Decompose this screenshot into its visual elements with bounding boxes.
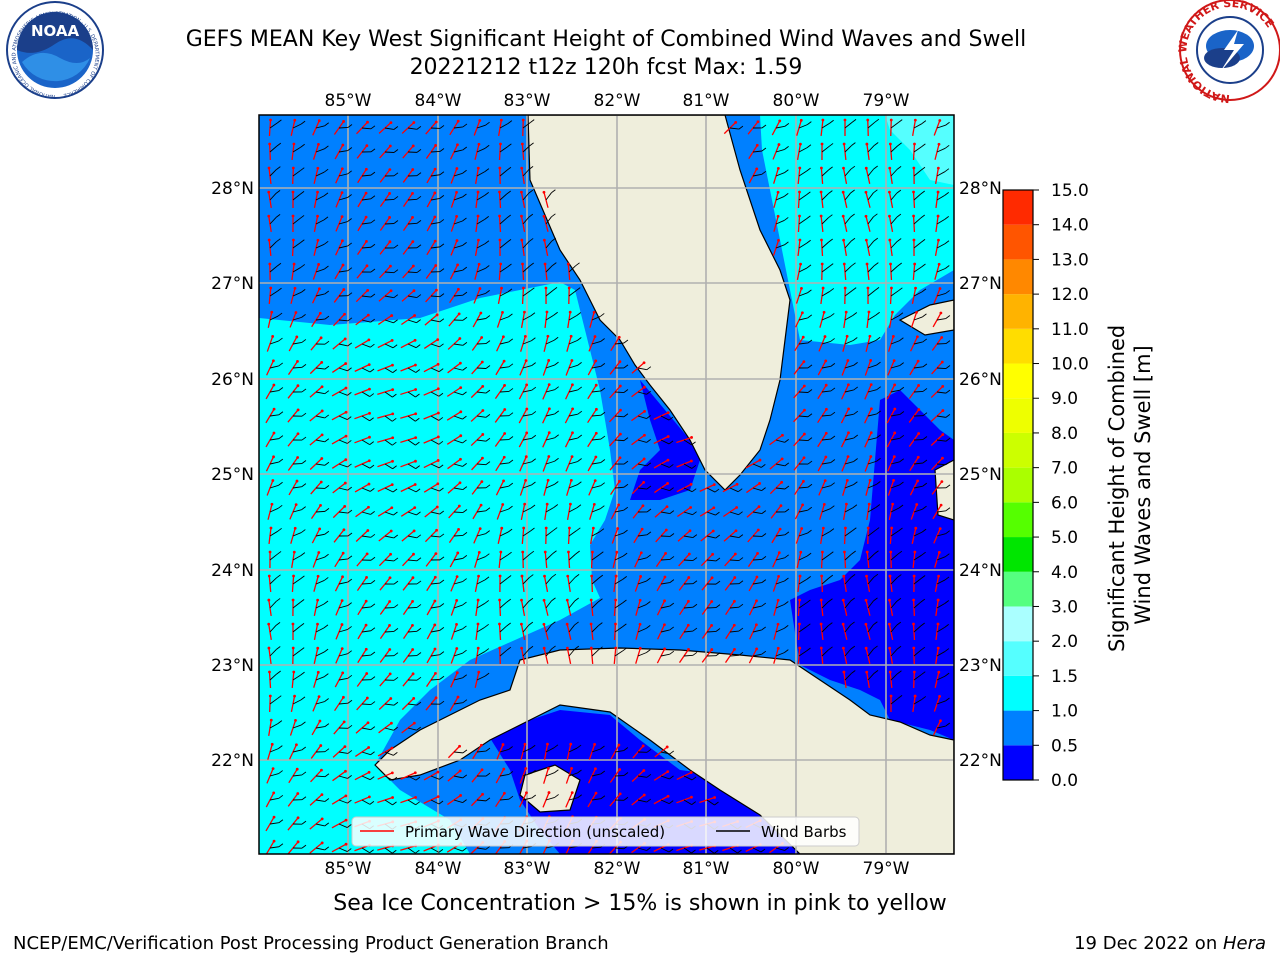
colorbar-tick-label: 5.0 [1051,528,1078,548]
colorbar-tick-label: 9.0 [1051,389,1078,409]
lat-label-right: 27°N [959,274,1002,294]
footer-date: 19 Dec 2022 on Hera [1074,933,1266,954]
latitude-labels-right: 28°N 27°N 26°N 25°N 24°N 23°N 22°N [959,179,1002,771]
lon-label-bottom: 82°W [594,859,641,879]
lat-label-left: 25°N [211,465,254,485]
colorbar-tick-label: 13.0 [1051,250,1089,270]
footer-credit: NCEP/EMC/Verification Post Processing Pr… [13,933,609,954]
isla-de-la-juventud [519,764,581,813]
lat-label-left: 26°N [211,370,254,390]
lat-label-right: 23°N [959,656,1002,676]
cuba-island [374,647,954,854]
lon-label-bottom: 79°W [863,859,910,879]
lon-label-top: 82°W [594,91,641,111]
colorbar-swatch [1003,675,1033,711]
florida-peninsula [527,115,791,491]
sea-band-1-5-2-0 [885,115,954,185]
colorbar: 0.0 0.5 1.0 1.5 2.0 3.0 4.0 5.0 6.0 7.0 8.0 9.0 10.0… [1002,181,1089,791]
lon-label-top: 80°W [773,91,820,111]
lon-label-top: 81°W [683,91,730,111]
latitude-labels-left: 28°N 27°N 26°N 25°N 24°N 23°N 22°N [211,179,254,771]
lat-label-left: 22°N [211,751,254,771]
map-legend: Primary Wave Direction (unscaled) Wind B… [351,816,860,847]
lon-label-top: 83°W [504,91,551,111]
chart-title: GEFS MEAN Key West Significant Height of… [185,27,1027,52]
colorbar-tick-label: 12.0 [1051,285,1089,305]
sea-band-0-0-5-east [790,390,954,740]
colorbar-tick-label: 10.0 [1051,355,1089,375]
lat-label-left: 28°N [211,179,254,199]
colorbar-tick-label: 0.0 [1051,771,1078,791]
colorbar-tick-label: 1.0 [1051,702,1078,722]
wave-legend-label: Primary Wave Direction (unscaled) [405,823,665,841]
colorbar-swatch [1003,328,1033,364]
longitude-labels-top: 85°W 84°W 83°W 82°W 81°W 80°W 79°W [325,91,910,111]
colorbar-swatch [1003,606,1033,642]
sea-band-0-0-5-florida-bay [630,380,700,500]
nws-logo-icon: NATIONAL WEATHER SERVICE [1176,0,1280,105]
colorbar-tick-label: 11.0 [1051,320,1089,340]
colorbar-swatch [1003,710,1033,746]
colorbar-tick-label: 6.0 [1051,493,1078,513]
noaa-logo-text: NOAA [31,22,80,40]
lat-label-right: 28°N [959,179,1002,199]
colorbar-tick-label: 14.0 [1051,216,1089,236]
colorbar-tick-label: 2.0 [1051,632,1078,652]
colorbar-swatch [1003,190,1033,225]
lon-label-bottom: 85°W [325,859,372,879]
sea-ice-note: Sea Ice Concentration > 15% is shown in … [333,891,947,916]
lon-label-bottom: 83°W [504,859,551,879]
colorbar-tick-label: 7.0 [1051,459,1078,479]
colorbar-tick-label: 8.0 [1051,424,1078,444]
colorbar-tick-label: 4.0 [1051,563,1078,583]
barb-legend-label: Wind Barbs [761,823,847,841]
colorbar-tick-label: 3.0 [1051,597,1078,617]
colorbar-swatch [1003,224,1033,260]
colorbar-swatch [1003,363,1033,399]
colorbar-tick-label: 1.5 [1051,667,1078,687]
colorbar-swatch [1003,571,1033,607]
lon-label-bottom: 81°W [683,859,730,879]
lat-label-left: 27°N [211,274,254,294]
lat-label-right: 26°N [959,370,1002,390]
footer-host: Hera [1222,933,1266,954]
lat-label-left: 23°N [211,656,254,676]
colorbar-swatch [1003,432,1033,468]
chart-subtitle: 20221212 t12z 120h fcst Max: 1.59 [409,55,803,80]
colorbar-swatch [1003,745,1033,780]
colorbar-swatch [1003,259,1033,295]
longitude-labels-bottom: 85°W 84°W 83°W 82°W 81°W 80°W 79°W [325,859,910,879]
colorbar-tick-label: 0.5 [1051,736,1078,756]
map-frame [258,114,955,855]
colorbar-swatch [1003,467,1033,503]
colorbar-swatch [1003,294,1033,329]
sea-band-1-0-1-5-atlantic [760,115,954,345]
colorbar-swatch [1003,641,1033,676]
colorbar-title: Significant Height of Combined Wind Wave… [1105,318,1155,652]
colorbar-tick-label: 15.0 [1051,181,1089,201]
colorbar-swatch [1003,537,1033,572]
lat-label-left: 24°N [211,561,254,581]
lon-label-bottom: 84°W [415,859,462,879]
lat-label-right: 24°N [959,561,1002,581]
lon-label-top: 79°W [863,91,910,111]
colorbar-swatch [1003,398,1033,433]
lon-label-top: 85°W [325,91,372,111]
noaa-logo-icon: NOAA NATIONAL OCEANIC AND ATMOSPHERIC AD… [6,1,104,99]
lat-label-right: 25°N [959,465,1002,485]
lat-label-right: 22°N [959,751,1002,771]
lon-label-top: 84°W [415,91,462,111]
colorbar-swatch [1003,502,1033,538]
lon-label-bottom: 80°W [773,859,820,879]
